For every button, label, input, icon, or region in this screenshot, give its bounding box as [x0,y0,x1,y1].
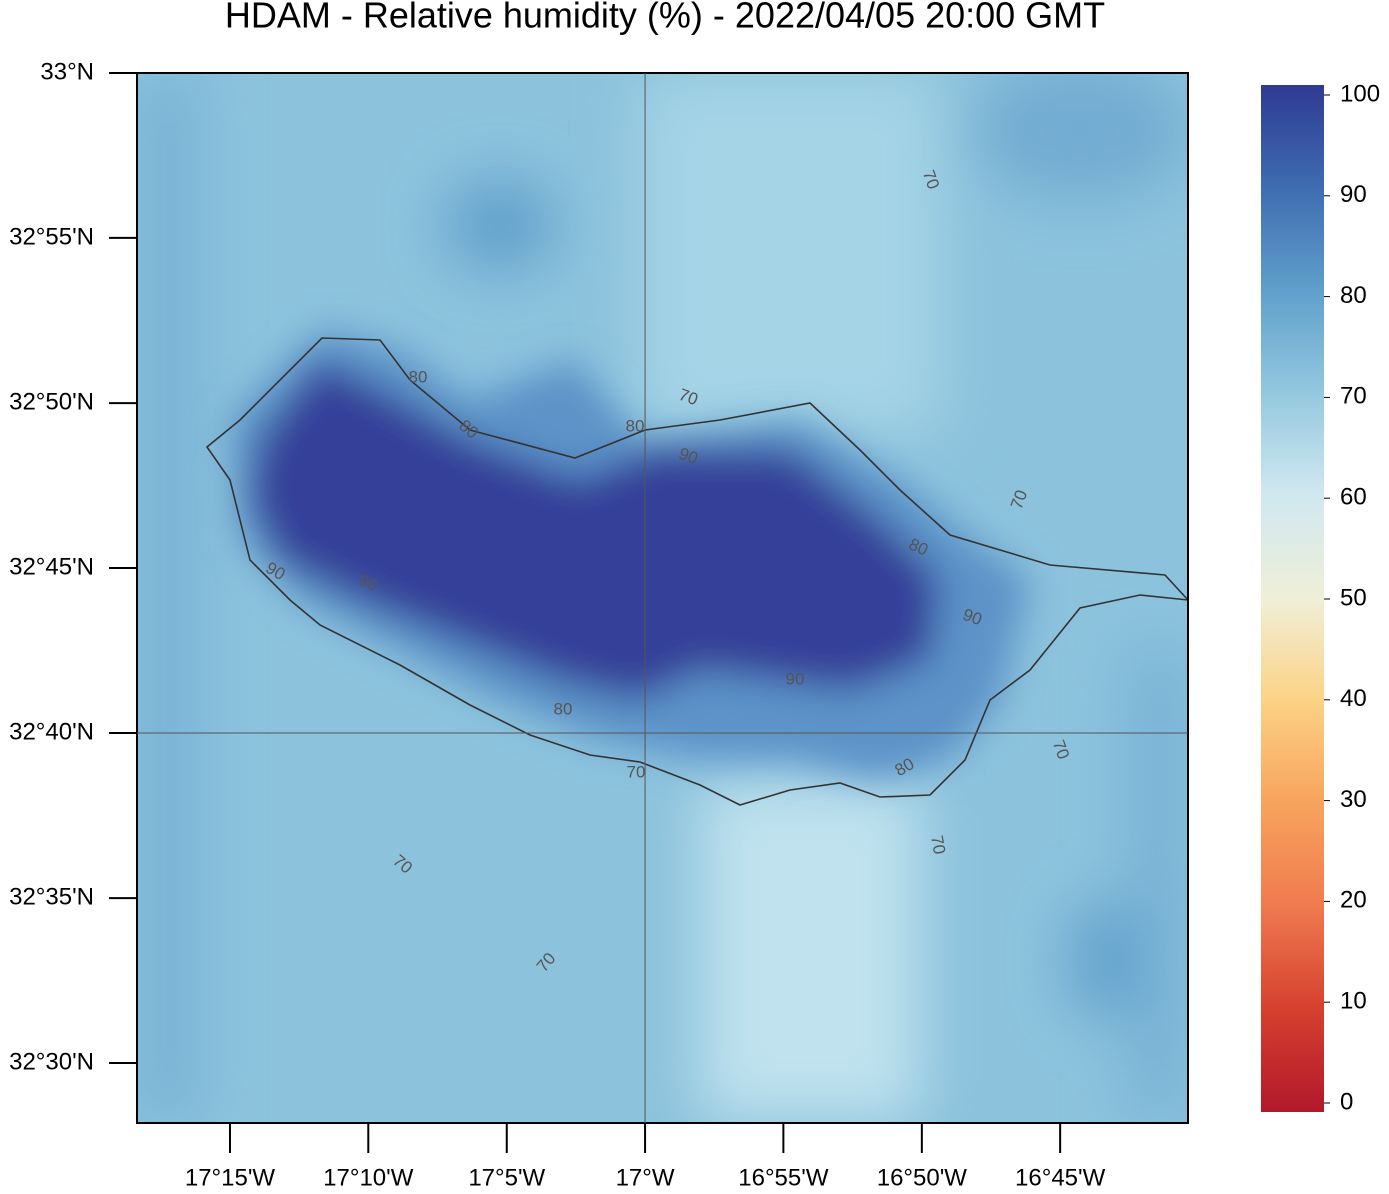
contour-label: 70 [927,834,949,856]
colorbar [1261,85,1324,1112]
contour-label: 80 [554,699,573,718]
x-tick-label: 17°15'W [185,1164,276,1189]
colorbar-label: 0 [1340,1088,1353,1115]
contour-label: 90 [786,669,805,688]
y-tick-label: 33°N [40,58,94,85]
chart-title: HDAM - Relative humidity (%) - 2022/04/0… [225,0,1105,36]
x-tick-label: 16°50'W [877,1164,968,1189]
colorbar-label: 100 [1340,80,1380,107]
colorbar-label: 10 [1340,988,1367,1015]
y-tick-label: 32°30'N [9,1048,94,1075]
colorbar-label: 40 [1340,685,1367,712]
field [137,73,1188,1123]
x-tick-label: 17°5'W [468,1164,545,1189]
colorbar-label: 90 [1340,181,1367,208]
x-tick-label: 17°W [616,1164,675,1189]
contour-label: 80 [409,367,428,386]
x-tick-label: 16°45'W [1015,1164,1106,1189]
y-tick-label: 32°35'N [9,883,94,910]
contour-label: 80 [626,416,645,435]
x-tick-label: 16°55'W [738,1164,829,1189]
colorbar-label: 60 [1340,484,1367,511]
colorbar-label: 70 [1340,383,1367,410]
y-tick-label: 32°40'N [9,718,94,745]
colorbar-label: 50 [1340,584,1367,611]
colorbar-label: 80 [1340,282,1367,309]
contour-label: 70 [627,762,646,781]
x-tick-label: 17°10'W [323,1164,414,1189]
y-tick-label: 32°45'N [9,553,94,580]
y-tick-label: 32°55'N [9,223,94,250]
y-tick-label: 32°50'N [9,388,94,415]
colorbar-label: 30 [1340,786,1367,813]
colorbar-label: 20 [1340,887,1367,914]
frame [136,72,1189,1124]
